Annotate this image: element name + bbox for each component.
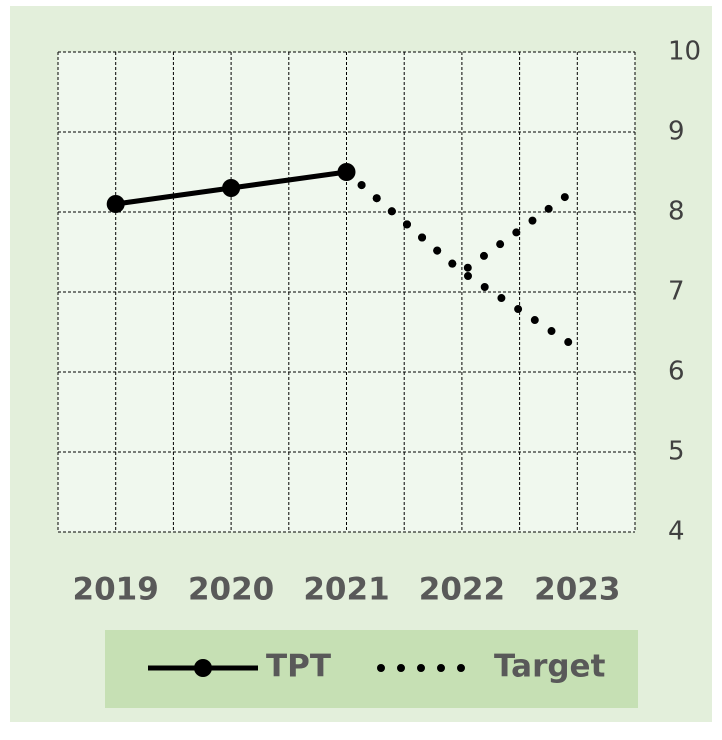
legend-label: TPT [266, 649, 331, 685]
y-tick-label: 6 [668, 357, 685, 387]
y-tick-label: 10 [668, 37, 701, 67]
y-tick-label: 7 [668, 277, 685, 307]
x-tick-label: 2020 [188, 572, 274, 608]
x-tick-label: 2019 [73, 572, 159, 608]
legend-marker [194, 659, 212, 677]
y-tick-label: 8 [668, 197, 685, 227]
y-tick-label: 9 [668, 117, 685, 147]
point-marker [106, 195, 125, 213]
point-marker [222, 179, 241, 197]
legend-label: Target [494, 649, 606, 685]
x-tick-label: 2022 [419, 572, 505, 608]
x-tick-label: 2021 [303, 572, 389, 608]
x-tick-label: 2023 [534, 572, 620, 608]
y-tick-label: 5 [668, 437, 685, 467]
y-tick-label: 4 [668, 517, 685, 547]
